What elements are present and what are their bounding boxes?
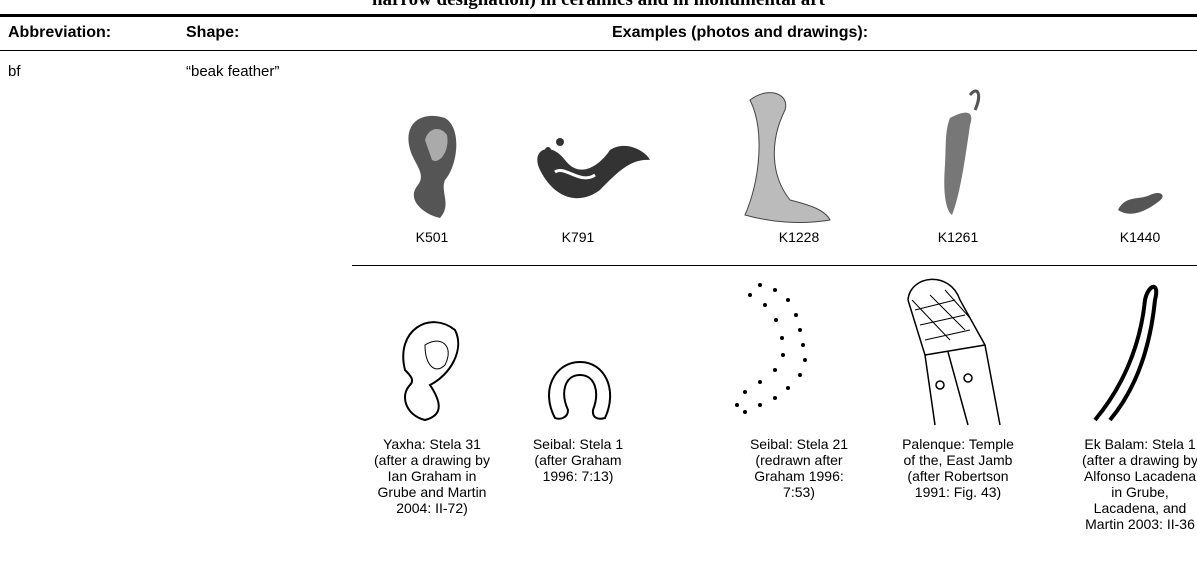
abbreviation: bf bbox=[8, 63, 21, 80]
drawing bbox=[402, 321, 460, 422]
drawing bbox=[907, 278, 1001, 426]
drawing-caption: Seibal: Stela 1 bbox=[532, 436, 624, 452]
drawing-caption: Lacadena, and bbox=[1093, 500, 1187, 516]
drawing-caption: (after a drawing by bbox=[374, 452, 490, 468]
drawing-caption: 7:53) bbox=[783, 484, 815, 500]
drawing-caption: in Grube, bbox=[1111, 484, 1169, 500]
drawing bbox=[548, 360, 612, 420]
photo bbox=[537, 138, 650, 199]
photo-caption: K791 bbox=[561, 229, 595, 245]
photo-caption: K1440 bbox=[1119, 229, 1161, 245]
shape: “beak feather” bbox=[186, 63, 280, 80]
drawing bbox=[735, 283, 807, 414]
drawing-caption: 1991: Fig. 43) bbox=[914, 484, 1002, 500]
photo bbox=[1118, 192, 1163, 214]
column-header: Abbreviation: bbox=[8, 24, 112, 41]
drawing-caption: (after Robertson bbox=[907, 468, 1009, 484]
drawing-caption: 1996: 7:13) bbox=[542, 468, 614, 484]
rule bbox=[352, 265, 1197, 266]
photo-caption: K1228 bbox=[778, 229, 820, 245]
drawing-caption: (after Graham bbox=[534, 452, 622, 468]
drawing-caption: Ek Balam: Stela 1 bbox=[1084, 436, 1196, 452]
photo-caption: K501 bbox=[415, 229, 449, 245]
page-title: narrow designation) in ceramics and in m… bbox=[0, 0, 1197, 11]
column-header: Examples (photos and drawings): bbox=[612, 24, 869, 41]
photo-caption: K1261 bbox=[937, 229, 979, 245]
drawing-caption: Martin 2003: II-36 bbox=[1085, 516, 1195, 532]
drawing-caption: Ian Graham in bbox=[387, 468, 477, 484]
rule bbox=[0, 50, 1197, 51]
drawing-caption: Grube and Martin bbox=[377, 484, 487, 500]
drawing-caption: Seibal: Stela 21 bbox=[749, 436, 849, 452]
drawing-caption: Graham 1996: bbox=[754, 468, 844, 484]
drawing-caption: Palenque: Temple bbox=[902, 436, 1014, 452]
drawing bbox=[1093, 284, 1159, 422]
photo bbox=[408, 115, 457, 218]
drawing-caption: (redrawn after bbox=[755, 452, 843, 468]
photo bbox=[744, 92, 831, 223]
drawing-caption: (after a drawing by bbox=[1082, 452, 1197, 468]
column-header: Shape: bbox=[186, 24, 240, 41]
drawing-caption: Yaxha: Stela 31 bbox=[383, 436, 481, 452]
drawing-caption: 2004: II-72) bbox=[396, 500, 468, 516]
drawing-caption: Alfonso Lacadena bbox=[1083, 468, 1197, 484]
rule bbox=[0, 14, 1197, 17]
drawing-caption: of the, East Jamb bbox=[903, 452, 1013, 468]
photo bbox=[944, 89, 981, 215]
